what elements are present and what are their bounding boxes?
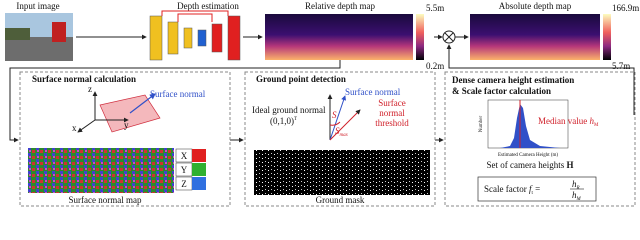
relative-label: Relative depth map xyxy=(305,1,375,11)
threshold-label: normal xyxy=(379,108,405,118)
median-label: Median value hM xyxy=(538,116,599,128)
threshold-diagram xyxy=(327,94,361,141)
text-part: R xyxy=(576,186,580,191)
mask-label: Ground mask xyxy=(316,195,365,205)
text-part: Median value xyxy=(538,116,587,126)
text-part: (0,1,0) xyxy=(270,116,294,126)
text-part: M xyxy=(576,197,582,202)
normal-diagram xyxy=(77,91,161,133)
axis-y: y xyxy=(124,120,129,130)
threshold-label: threshold xyxy=(375,118,409,128)
input-label: Input image xyxy=(16,1,59,11)
text-part: H xyxy=(566,160,573,170)
ground-mask xyxy=(254,150,430,195)
ideal-vector: (0,1,0)T xyxy=(270,116,297,126)
panel-title: Surface normal calculation xyxy=(32,74,136,84)
absolute-label: Absolute depth map xyxy=(499,1,572,11)
text-part: f xyxy=(529,184,533,194)
colorbar xyxy=(416,14,424,60)
surface-normal-map xyxy=(28,148,174,193)
ideal-label: Ideal ground normal xyxy=(252,105,326,115)
arrow xyxy=(9,60,341,143)
absolute-max: 166.9m xyxy=(612,3,639,13)
set-label: Set of camera heights H xyxy=(487,160,574,170)
x-label: Estimated Camera Height (m) xyxy=(498,153,558,158)
numerator: hR xyxy=(572,179,580,191)
text-part: S xyxy=(335,126,340,136)
axis-x: x xyxy=(72,123,77,133)
legend-z: Z xyxy=(181,179,187,189)
map-label: Surface normal map xyxy=(69,195,142,205)
multiply xyxy=(442,30,456,44)
input-image xyxy=(5,13,73,61)
text-part: T xyxy=(294,117,297,122)
scale-label: Scale factor ft = xyxy=(484,184,540,196)
relative-depth-map xyxy=(265,14,413,60)
y-label: Number xyxy=(479,115,484,132)
panel-title: & Scale factor calculation xyxy=(452,86,551,96)
text-part: h xyxy=(572,190,577,200)
absolute-min: 5.7m xyxy=(612,61,630,71)
text-part: M xyxy=(594,123,599,128)
colorbar xyxy=(603,14,611,60)
depth-label: Depth estimation xyxy=(177,1,239,11)
histogram xyxy=(487,99,569,149)
panel-title: Ground point detection xyxy=(256,74,346,84)
legend-y: Y xyxy=(181,165,188,175)
relative-min: 0.2m xyxy=(426,61,444,71)
text-part: max xyxy=(340,133,349,138)
text-part: Scale factor xyxy=(484,184,527,194)
legend xyxy=(175,148,206,191)
text-part: h xyxy=(589,116,594,126)
text-part: Set of camera heights xyxy=(487,160,565,170)
text-part: = xyxy=(535,184,540,194)
denominator: hM xyxy=(572,190,582,202)
ground-normal-label: Surface normal xyxy=(345,87,401,97)
threshold-label: Surface xyxy=(378,98,405,108)
panel xyxy=(19,71,231,207)
smax: Smax xyxy=(335,126,349,138)
arrow xyxy=(446,44,635,115)
relative-max: 5.5m xyxy=(426,3,444,13)
absolute-depth-map xyxy=(470,14,600,60)
panel-title: Dense camera height estimation xyxy=(452,75,574,85)
legend-x: X xyxy=(181,151,188,161)
panel xyxy=(444,71,636,207)
panel xyxy=(244,71,436,207)
network xyxy=(149,10,241,61)
figure: Input image Depth estimation Relative de… xyxy=(5,1,639,207)
text-part: h xyxy=(572,179,577,189)
s: S xyxy=(332,110,337,120)
normal-label: Surface normal xyxy=(150,89,206,99)
text-part: t xyxy=(532,191,534,196)
axis-z: z xyxy=(88,84,92,94)
